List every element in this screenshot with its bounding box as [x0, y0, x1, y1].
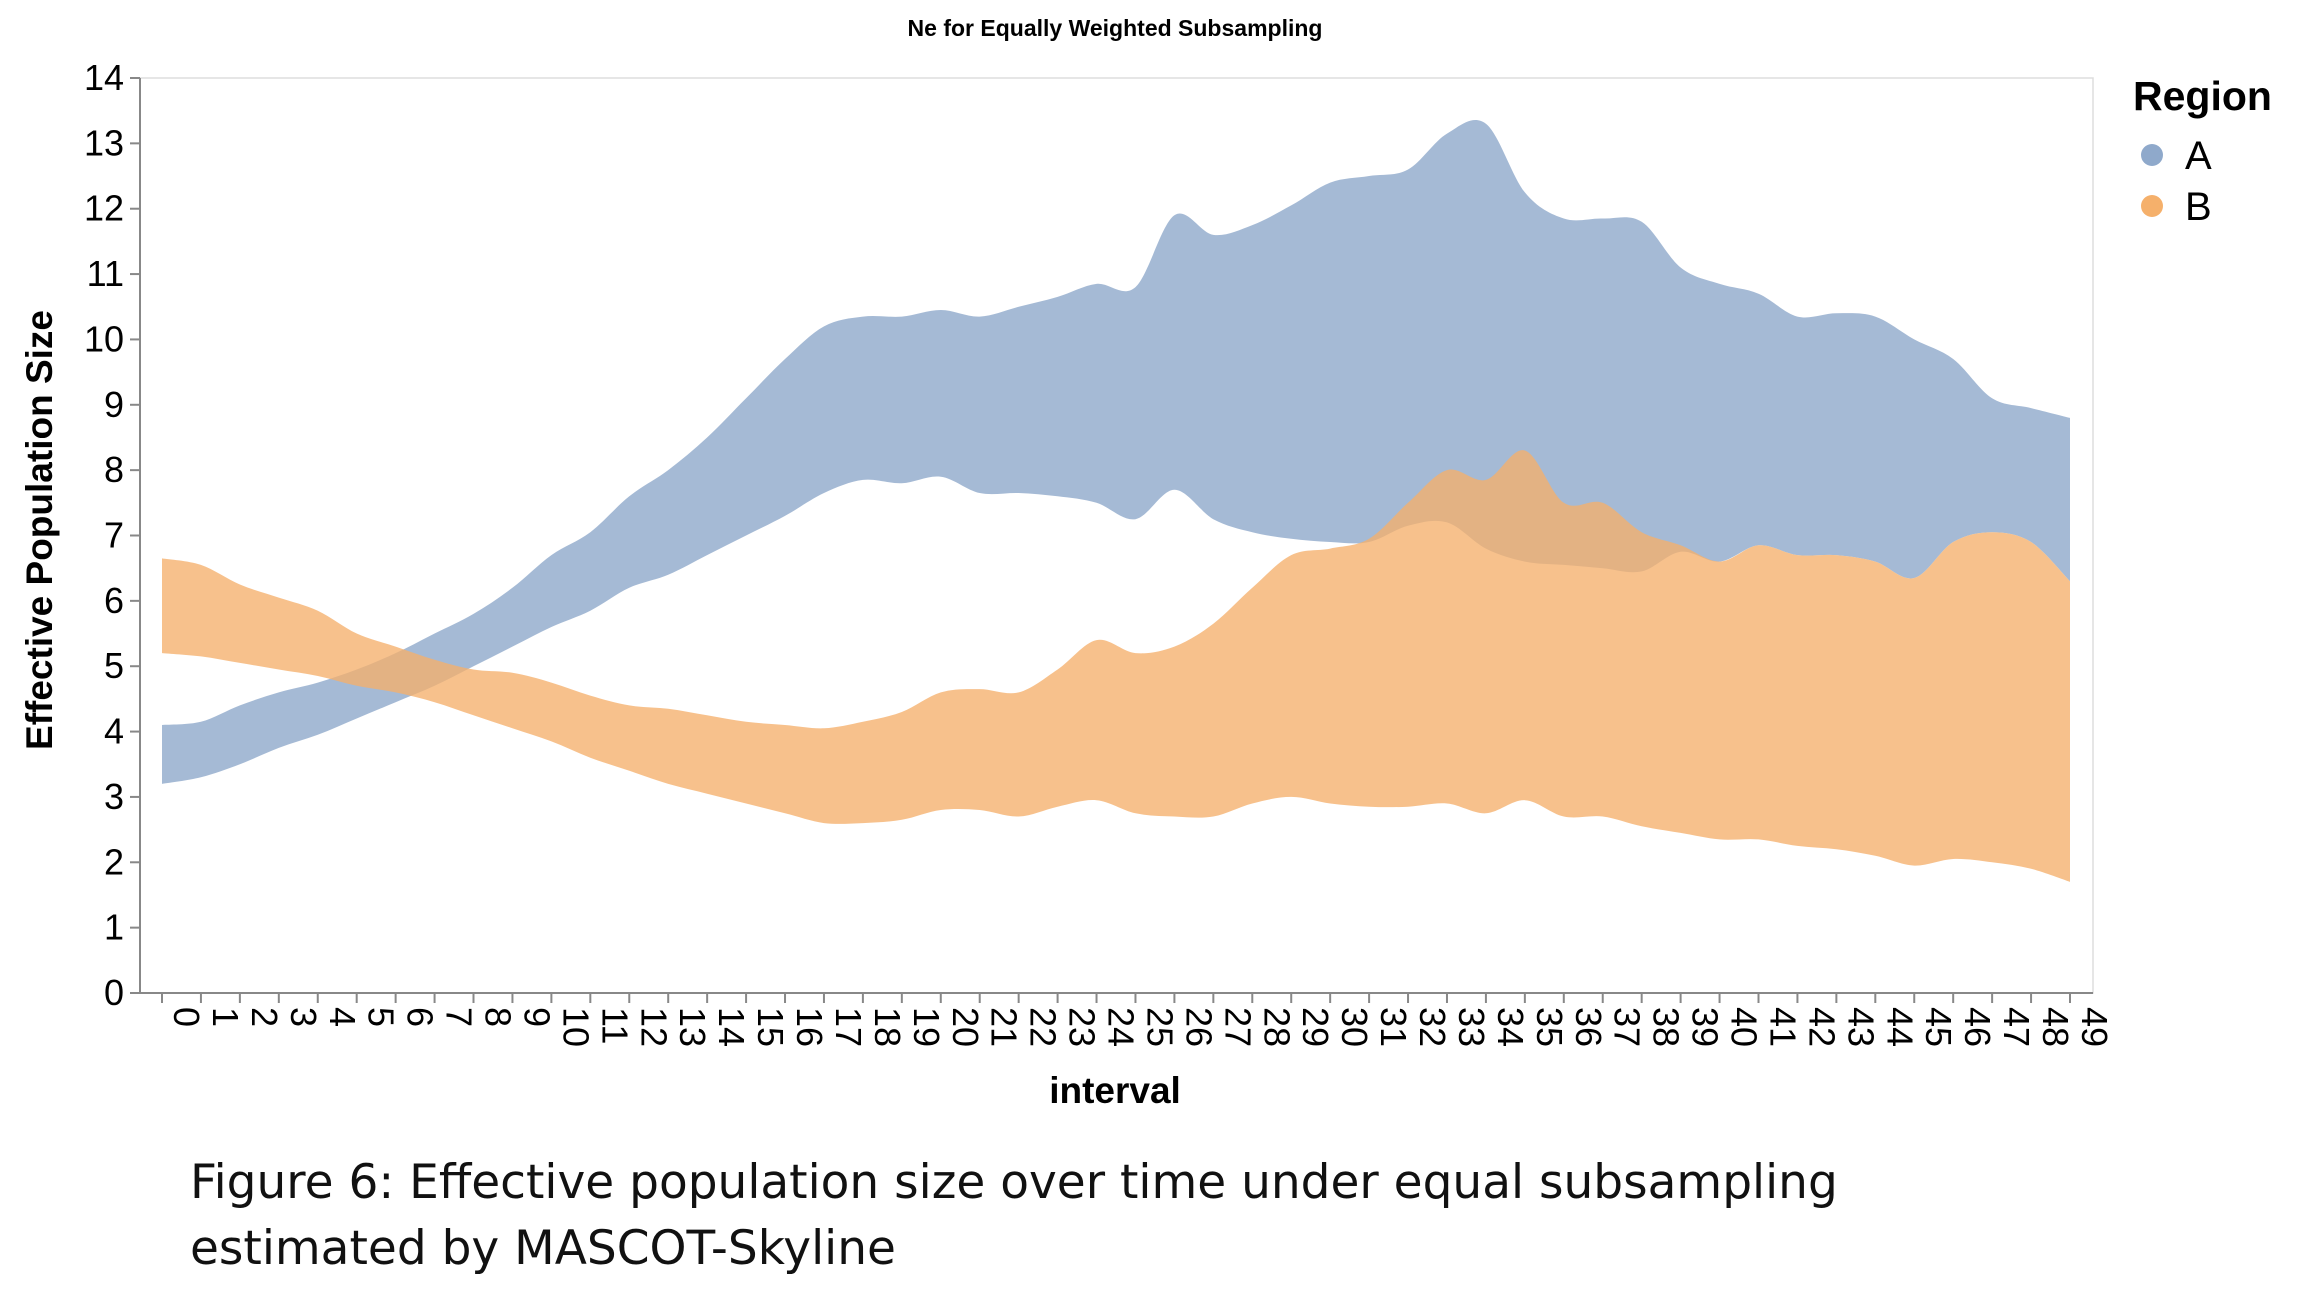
series-areas	[162, 120, 2070, 882]
y-tick-label: 0	[104, 972, 124, 1013]
y-tick-label: 11	[87, 253, 124, 294]
y-tick-label: 9	[104, 384, 124, 425]
chart: Ne for Equally Weighted Subsampling 0123…	[19, 15, 2272, 1111]
legend-title: Region	[2133, 73, 2272, 119]
x-tick-label: 17	[828, 1007, 869, 1047]
x-tick-label: 20	[945, 1007, 986, 1047]
x-tick-label: 44	[1879, 1007, 1920, 1047]
caption-line-2: estimated by MASCOT-Skyline	[190, 1221, 896, 1276]
area-series-b[interactable]	[162, 450, 2070, 882]
y-tick-label: 2	[104, 841, 124, 882]
area-series-a[interactable]	[162, 120, 2070, 784]
x-tick-label: 12	[633, 1007, 674, 1047]
x-tick-label: 42	[1801, 1007, 1842, 1047]
x-tick-label: 31	[1373, 1007, 1414, 1047]
y-tick-label: 13	[84, 122, 124, 163]
y-tick-label: 4	[104, 711, 124, 752]
axes: 0123456789101112131401234567891011121314…	[84, 57, 2115, 1047]
y-tick-label: 7	[104, 515, 124, 556]
x-tick-label: 47	[1996, 1007, 2037, 1047]
x-tick-label: 9	[516, 1007, 557, 1027]
x-tick-label: 38	[1646, 1007, 1687, 1047]
legend-label-a[interactable]: A	[2185, 134, 2212, 178]
x-tick-label: 41	[1763, 1007, 1804, 1047]
x-tick-label: 22	[1023, 1007, 1064, 1047]
x-tick-label: 43	[1840, 1007, 1881, 1047]
x-tick-label: 8	[478, 1007, 519, 1027]
x-tick-label: 39	[1685, 1007, 1726, 1047]
x-tick-label: 26	[1178, 1007, 1219, 1047]
x-tick-label: 30	[1334, 1007, 1375, 1047]
x-tick-label: 13	[672, 1007, 713, 1047]
legend: Region A B	[2133, 73, 2272, 229]
x-tick-label: 15	[750, 1007, 791, 1047]
x-tick-label: 35	[1529, 1007, 1570, 1047]
caption-line-1: Figure 6: Effective population size over…	[190, 1155, 1838, 1210]
x-tick-label: 18	[867, 1007, 908, 1047]
x-tick-label: 2	[244, 1007, 285, 1027]
x-tick-label: 33	[1451, 1007, 1492, 1047]
x-tick-label: 19	[906, 1007, 947, 1047]
x-tick-label: 29	[1295, 1007, 1336, 1047]
x-tick-label: 21	[984, 1007, 1025, 1047]
y-tick-label: 1	[104, 907, 124, 948]
y-tick-label: 12	[84, 188, 124, 229]
y-tick-label: 8	[104, 449, 124, 490]
y-tick-label: 14	[84, 57, 124, 98]
x-tick-label: 14	[711, 1007, 752, 1047]
x-tick-label: 7	[439, 1007, 480, 1027]
x-tick-label: 24	[1101, 1007, 1142, 1047]
y-tick-label: 10	[84, 318, 124, 359]
x-tick-label: 6	[400, 1007, 441, 1027]
legend-label-b[interactable]: B	[2185, 185, 2212, 229]
x-tick-label: 23	[1062, 1007, 1103, 1047]
y-tick-label: 5	[104, 645, 124, 686]
x-tick-label: 49	[2074, 1007, 2115, 1047]
legend-symbol-a	[2141, 144, 2163, 166]
x-axis-title: interval	[1049, 1070, 1181, 1111]
x-tick-label: 3	[283, 1007, 324, 1027]
y-axis-title: Effective Population Size	[19, 310, 60, 750]
x-tick-label: 32	[1412, 1007, 1453, 1047]
chart-title: Ne for Equally Weighted Subsampling	[908, 15, 1323, 41]
x-tick-label: 4	[322, 1007, 363, 1027]
x-tick-label: 0	[166, 1007, 207, 1027]
figure-caption: Figure 6: Effective population size over…	[190, 1150, 2090, 1282]
x-tick-label: 45	[1918, 1007, 1959, 1047]
x-tick-label: 37	[1607, 1007, 1648, 1047]
x-tick-label: 40	[1724, 1007, 1765, 1047]
x-tick-label: 25	[1140, 1007, 1181, 1047]
legend-symbol-b	[2141, 195, 2163, 217]
y-tick-label: 3	[104, 776, 124, 817]
x-tick-label: 48	[2035, 1007, 2076, 1047]
x-tick-label: 10	[555, 1007, 596, 1047]
plot-area: 0123456789101112131401234567891011121314…	[84, 57, 2115, 1047]
x-tick-label: 46	[1957, 1007, 1998, 1047]
x-tick-label: 28	[1256, 1007, 1297, 1047]
x-tick-label: 27	[1217, 1007, 1258, 1047]
x-tick-label: 36	[1568, 1007, 1609, 1047]
x-tick-label: 16	[789, 1007, 830, 1047]
x-tick-label: 11	[594, 1007, 635, 1044]
x-tick-label: 5	[361, 1007, 402, 1027]
x-tick-label: 34	[1490, 1007, 1531, 1047]
y-tick-label: 6	[104, 580, 124, 621]
x-tick-label: 1	[205, 1007, 246, 1027]
